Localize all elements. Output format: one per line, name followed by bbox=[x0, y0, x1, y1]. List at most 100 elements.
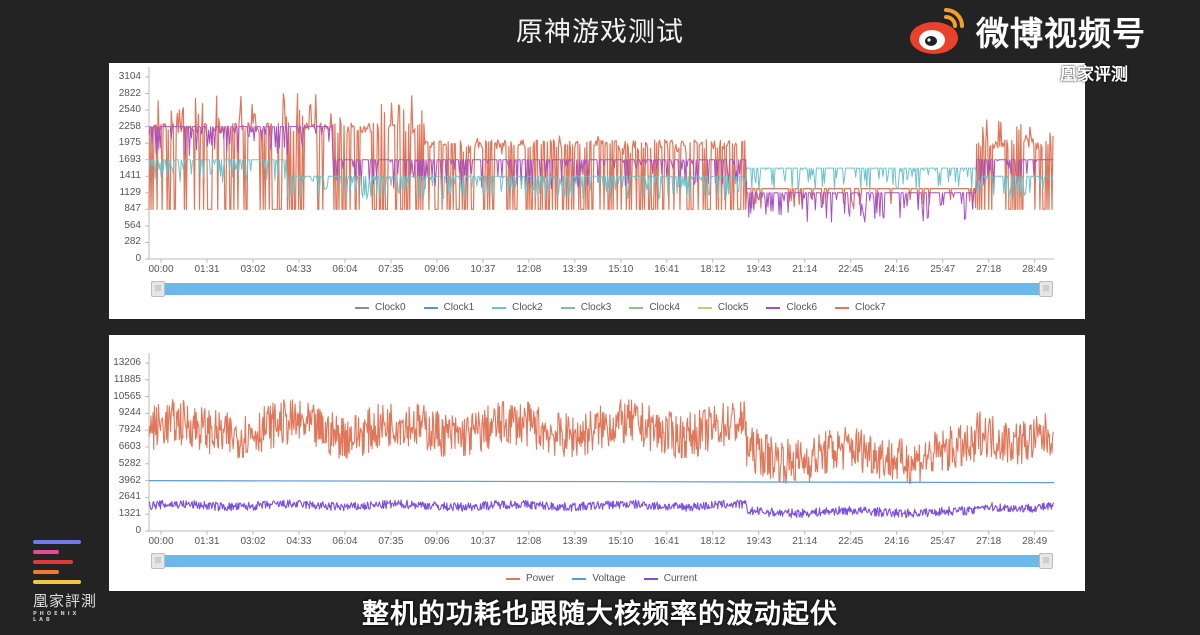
y-tick-label: 2822 bbox=[118, 87, 141, 99]
x-tick-label: 16:41 bbox=[654, 264, 680, 275]
legend-label: Clock4 bbox=[649, 302, 680, 313]
legend-swatch-icon bbox=[766, 306, 781, 309]
legend-label: Clock0 bbox=[375, 302, 406, 313]
x-tick-label: 22:45 bbox=[838, 264, 864, 275]
y-tick-label: 2540 bbox=[118, 104, 141, 116]
legend-item-clock5[interactable]: Clock5 bbox=[697, 302, 748, 313]
x-tick-label: 28:49 bbox=[1022, 536, 1048, 547]
x-tick-label: 16:41 bbox=[654, 536, 680, 547]
clock-slider-end-handle[interactable]: ||| bbox=[1039, 281, 1053, 297]
y-tick-label: 1321 bbox=[118, 508, 141, 520]
x-tick-label: 22:45 bbox=[838, 536, 864, 547]
legend-swatch-icon bbox=[572, 577, 587, 580]
y-tick-label: 5282 bbox=[118, 457, 141, 469]
x-tick-label: 03:02 bbox=[240, 264, 266, 275]
legend-label: Clock7 bbox=[855, 302, 886, 313]
legend-swatch-icon bbox=[506, 577, 520, 580]
clock-slider-start-handle[interactable]: ||| bbox=[151, 281, 165, 297]
legend-item-clock6[interactable]: Clock6 bbox=[766, 302, 817, 313]
logo-en-text: PHOENIX LAB bbox=[33, 611, 80, 623]
legend-item-clock3[interactable]: Clock3 bbox=[560, 302, 612, 313]
y-tick-label: 1693 bbox=[118, 153, 141, 165]
legend-item-clock0[interactable]: Clock0 bbox=[355, 302, 406, 313]
x-tick-label: 06:04 bbox=[332, 536, 358, 547]
y-tick-label: 7924 bbox=[118, 424, 141, 436]
y-tick-label: 1411 bbox=[119, 170, 141, 182]
logo-bar bbox=[33, 550, 59, 554]
clock-zoom-slider[interactable]: ||| ||| bbox=[151, 281, 1053, 297]
legend-swatch-icon bbox=[643, 577, 658, 580]
x-tick-label: 25:47 bbox=[930, 536, 956, 547]
y-tick-label: 11885 bbox=[113, 373, 141, 385]
legend-swatch-icon bbox=[835, 306, 850, 309]
power-zoom-slider[interactable]: ||| ||| bbox=[151, 553, 1053, 569]
y-tick-label: 564 bbox=[124, 219, 141, 231]
legend-swatch-icon bbox=[355, 306, 369, 309]
x-tick-label: 15:10 bbox=[608, 264, 634, 275]
legend-item-power[interactable]: Power bbox=[506, 573, 554, 584]
x-tick-label: 24:16 bbox=[884, 536, 910, 547]
logo-cn-text: 凰家評測 bbox=[33, 592, 98, 610]
video-subtitle: 整机的功耗也跟随大核频率的波动起伏 bbox=[362, 599, 838, 630]
legend-item-clock1[interactable]: Clock1 bbox=[423, 302, 475, 313]
legend-item-current[interactable]: Current bbox=[643, 573, 697, 584]
legend-item-clock7[interactable]: Clock7 bbox=[835, 302, 886, 313]
legend-swatch-icon bbox=[560, 306, 575, 309]
x-tick-label: 12:08 bbox=[516, 536, 542, 547]
x-tick-label: 10:37 bbox=[470, 536, 496, 547]
x-tick-label: 24:16 bbox=[884, 264, 910, 275]
logo-bar bbox=[33, 540, 81, 544]
y-tick-label: 6603 bbox=[118, 441, 141, 452]
clock-legend: Clock0 Clock1 Clock2 Clock3 Clock4 Clock5 Cloc… bbox=[355, 302, 886, 313]
y-tick-label: 3962 bbox=[118, 474, 141, 486]
x-tick-label: 07:35 bbox=[378, 264, 404, 275]
y-tick-label: 1975 bbox=[118, 137, 141, 149]
legend-item-clock4[interactable]: Clock4 bbox=[629, 302, 680, 313]
x-tick-label: 27:18 bbox=[976, 536, 1002, 547]
x-tick-label: 18:12 bbox=[700, 264, 726, 275]
y-tick-label: 282 bbox=[124, 236, 141, 248]
legend-label: Clock6 bbox=[786, 302, 818, 313]
y-tick-label: 2641 bbox=[118, 491, 141, 503]
weibo-logo-icon bbox=[910, 8, 964, 54]
y-tick-label: 0 bbox=[135, 253, 141, 264]
legend-item-voltage[interactable]: Voltage bbox=[572, 573, 626, 584]
x-tick-label: 25:47 bbox=[930, 264, 956, 275]
x-tick-label: 01:31 bbox=[194, 536, 220, 547]
y-tick-label: 3104 bbox=[118, 71, 141, 82]
x-tick-label: 10:37 bbox=[470, 264, 496, 275]
legend-label: Clock1 bbox=[443, 302, 475, 313]
weibo-brand-text: 微博视频号 bbox=[976, 14, 1146, 53]
x-tick-label: 00:00 bbox=[148, 264, 174, 275]
x-tick-label: 03:02 bbox=[240, 536, 266, 547]
legend-label: Voltage bbox=[592, 573, 626, 584]
x-tick-label: 01:31 bbox=[194, 264, 220, 275]
legend-label: Power bbox=[526, 573, 555, 584]
legend-item-clock2[interactable]: Clock2 bbox=[492, 302, 543, 313]
x-tick-label: 09:06 bbox=[424, 536, 450, 547]
legend-label: Clock2 bbox=[512, 302, 543, 313]
x-tick-label: 21:14 bbox=[792, 264, 818, 275]
x-tick-label: 00:00 bbox=[148, 536, 174, 547]
clock-plot-area bbox=[145, 67, 1054, 263]
legend-swatch-icon bbox=[697, 306, 712, 309]
y-tick-label: 13206 bbox=[113, 357, 141, 368]
x-tick-label: 13:39 bbox=[562, 536, 588, 547]
watermark: 凰家评测 bbox=[1060, 65, 1128, 85]
y-tick-label: 9244 bbox=[118, 407, 141, 419]
legend-swatch-icon bbox=[423, 306, 438, 309]
x-tick-label: 15:10 bbox=[608, 536, 634, 547]
power-legend: Power Voltage Current bbox=[506, 573, 697, 584]
x-tick-label: 13:39 bbox=[562, 264, 588, 275]
x-tick-label: 19:43 bbox=[746, 536, 772, 547]
x-tick-label: 04:33 bbox=[286, 536, 312, 547]
y-tick-label: 0 bbox=[135, 525, 141, 536]
x-tick-label: 12:08 bbox=[516, 264, 542, 275]
y-tick-label: 2258 bbox=[118, 120, 141, 132]
x-tick-label: 04:33 bbox=[286, 264, 312, 275]
power-slider-end-handle[interactable]: ||| bbox=[1039, 553, 1053, 569]
legend-label: Clock3 bbox=[580, 302, 612, 313]
power-slider-start-handle[interactable]: ||| bbox=[151, 553, 165, 569]
logo-bar bbox=[33, 580, 81, 584]
clock-chart-panel: 0 282 564 847 1129 1411 1693 1975 2258 2540 2822 31… bbox=[109, 63, 1085, 319]
